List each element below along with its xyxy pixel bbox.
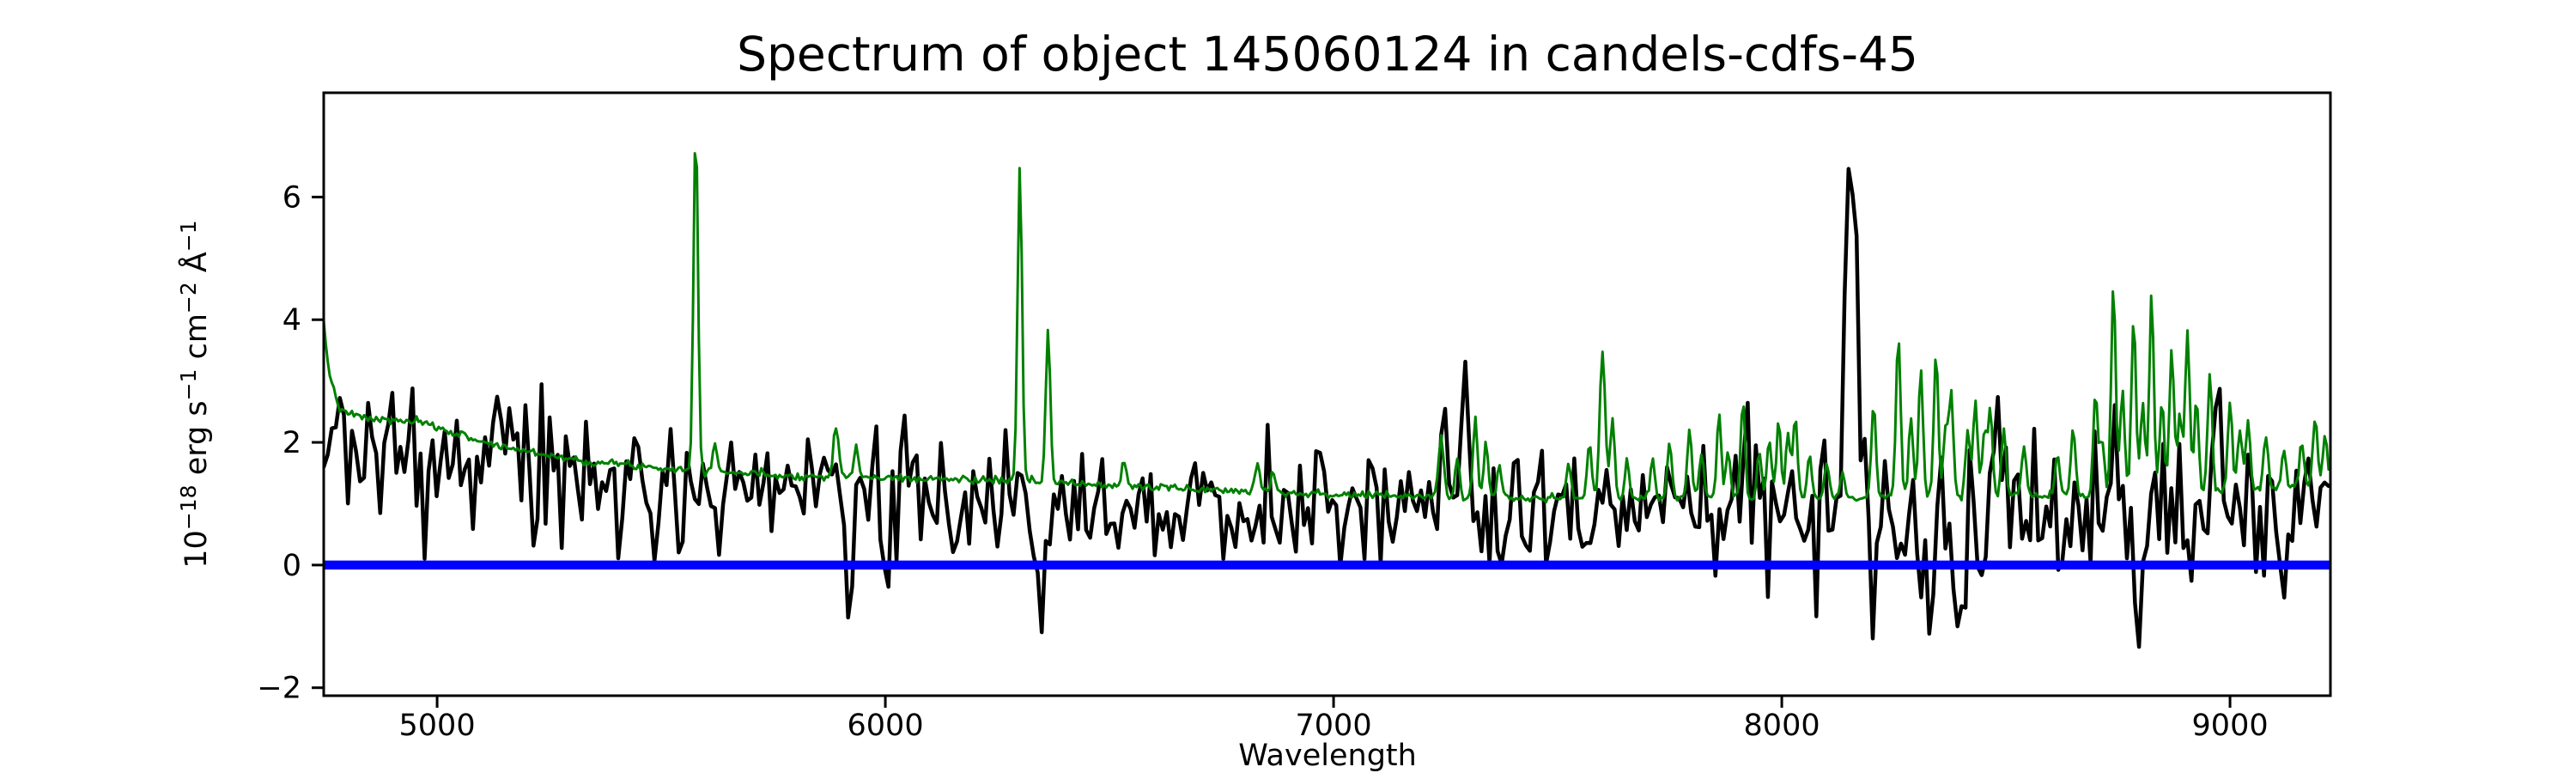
y-tick-label: −2: [257, 672, 301, 706]
x-tick-label: 6000: [848, 709, 924, 743]
x-axis-label: Wavelength: [1238, 739, 1417, 773]
x-tick-label: 7000: [1296, 709, 1372, 743]
observed-flux-spectrum: [324, 167, 2330, 649]
y-tick-label: 2: [283, 426, 301, 460]
y-tick-label: 6: [283, 180, 301, 215]
y-axis-label: 10−18 erg s−1 cm−2 Å−1: [176, 220, 214, 568]
x-axis-ticks: 5000 6000 7000 8000 9000: [399, 696, 2269, 743]
plot-series: [324, 152, 2330, 649]
y-tick-label: 4: [283, 303, 301, 338]
y-axis-ticks: −2 0 2 4 6: [257, 180, 324, 706]
chart-title: Spectrum of object 145060124 in candels-…: [737, 27, 1918, 82]
x-tick-label: 9000: [2192, 709, 2269, 743]
plot-border: [322, 91, 2332, 697]
x-tick-label: 5000: [399, 709, 476, 743]
x-tick-label: 8000: [1744, 709, 1820, 743]
y-tick-label: 0: [283, 549, 301, 583]
sky-error-spectrum: [324, 152, 2330, 504]
